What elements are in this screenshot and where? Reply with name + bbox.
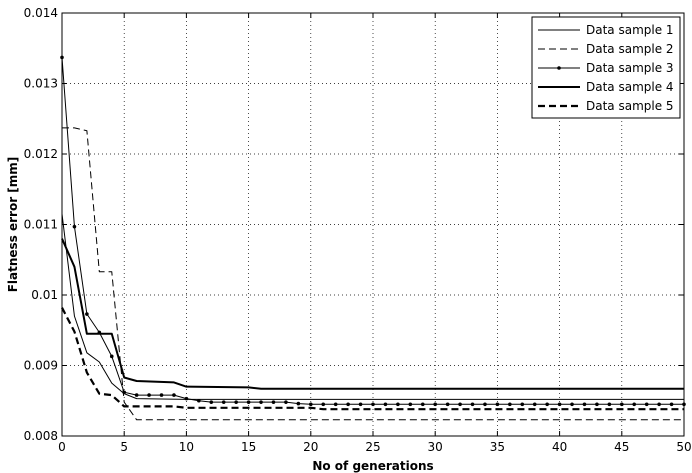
series-3-point: [570, 402, 574, 407]
series-3-point: [333, 402, 338, 407]
series-3-point: [122, 390, 126, 395]
series-3-point: [607, 402, 612, 407]
series-3-point: [433, 402, 438, 407]
series-3-point: [595, 402, 599, 407]
series-3-point: [545, 402, 549, 407]
series-3-point: [620, 402, 624, 407]
legend-label-1: Data sample 1: [586, 23, 674, 37]
y-tick-label: 0.012: [24, 147, 58, 161]
series-3-point: [246, 400, 251, 404]
series-3-point: [284, 400, 288, 404]
series-3-point: [184, 396, 189, 401]
legend-label-5: Data sample 5: [586, 99, 674, 113]
series-3-point: [458, 402, 462, 407]
y-tick-label: 0.014: [24, 6, 58, 20]
series-3-point: [321, 402, 326, 407]
series-3-point: [508, 402, 512, 407]
series-3-point: [657, 402, 661, 407]
y-tick-label: 0.013: [24, 77, 58, 91]
series-3-point: [520, 402, 525, 407]
series-layer: [60, 55, 686, 421]
series-3-point: [72, 224, 77, 229]
legend: Data sample 1 Data sample 2 Data sample 3 D…: [531, 16, 681, 119]
x-tick-label: 10: [179, 440, 194, 454]
series-line-4: [61, 238, 684, 390]
series-3-point: [358, 402, 363, 407]
x-tick-label: 5: [120, 440, 128, 454]
series-3-point: [209, 400, 214, 404]
series-3-point: [644, 402, 649, 407]
series-3-point: [159, 393, 164, 397]
x-tick-label: 30: [428, 440, 443, 454]
x-tick-label: 15: [241, 440, 256, 454]
series-3-point: [147, 393, 151, 397]
series-3-point: [532, 402, 537, 407]
series-3-point: [632, 402, 637, 407]
series-3-point: [296, 401, 301, 406]
series-3-point: [234, 400, 238, 404]
x-tick-label: 35: [490, 440, 505, 454]
series-3-point: [582, 402, 587, 407]
y-axis-title: Flatness error [mm]: [6, 157, 20, 293]
series-3-point: [134, 393, 139, 397]
series-3-point: [309, 402, 313, 407]
y-tick-label: 0.011: [24, 218, 58, 232]
x-tick-label: 0: [58, 440, 66, 454]
series-3-point: [483, 402, 487, 407]
series-3-point: [383, 402, 388, 407]
series-3-point: [221, 400, 226, 404]
series-3-point: [85, 312, 89, 316]
series-3-point: [408, 402, 413, 407]
series-3-point: [557, 402, 562, 407]
series-3-point: [259, 400, 263, 404]
series-line-2: [62, 127, 684, 421]
series-3-point: [271, 400, 276, 404]
x-tick-label: 40: [552, 440, 567, 454]
y-tick-label: 0.009: [24, 359, 58, 373]
series-3-point: [109, 354, 114, 359]
grid: [62, 13, 684, 436]
legend-label-2: Data sample 2: [586, 42, 674, 56]
legend-label-3: Data sample 3: [586, 61, 674, 75]
x-tick-label: 45: [614, 440, 629, 454]
series-3-point: [445, 402, 450, 407]
legend-label-4: Data sample 4: [586, 80, 674, 94]
series-3-point: [495, 402, 500, 407]
axis-ticks: 0 5 10 15 20 25 30 35 40 45 50 0.008 0.009 0.01 0.011 0…: [24, 6, 692, 454]
series-3-point: [470, 402, 475, 407]
series-3-point: [197, 398, 201, 403]
series-line-5: [61, 307, 684, 411]
series-3-point: [371, 402, 375, 407]
series-3-point: [669, 402, 674, 407]
series-3-point: [420, 402, 425, 407]
series-3-point: [396, 402, 400, 407]
y-tick-label: 0.008: [24, 429, 58, 443]
x-tick-label: 20: [303, 440, 318, 454]
x-tick-label: 50: [676, 440, 691, 454]
legend-swatch-dot: [557, 66, 561, 70]
y-tick-label: 0.01: [31, 288, 58, 302]
x-tick-label: 25: [365, 440, 380, 454]
x-axis-title: No of generations: [312, 459, 433, 473]
series-3-point: [346, 402, 350, 407]
series-3-point: [172, 393, 176, 397]
